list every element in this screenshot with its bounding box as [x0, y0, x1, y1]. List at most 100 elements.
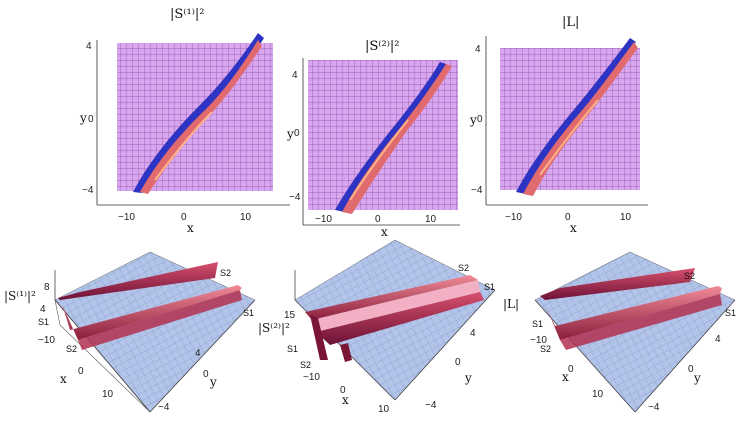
panel-3d-l: S2 S1 S1 S2 |L| −10 0 10 x 4 0 −4 y: [503, 251, 736, 413]
panel-3d-s2: S2 S1 S1 S2 |S⁽²⁾|² 15 −10 0 10 x 4 0 −4…: [258, 239, 496, 415]
y-tick: −4: [648, 402, 660, 413]
y-axis-label: y: [464, 371, 472, 385]
y-tick: 0: [477, 114, 483, 125]
soliton-label: S1: [38, 317, 49, 327]
x-tick: 10: [620, 212, 632, 223]
z-axis-label: |S⁽²⁾|²: [258, 321, 290, 335]
y-axis-label: y: [469, 113, 477, 127]
y-tick: 4: [292, 70, 298, 81]
soliton-label: S2: [540, 344, 551, 354]
y-axis-label: y: [79, 111, 87, 125]
x-axis: [534, 299, 636, 413]
x-tick: 10: [378, 404, 390, 415]
panel-2d-s1: |S⁽¹⁾|² y 4 0 −4 −10 0 10 x: [79, 7, 290, 235]
soliton-ridge-s2-face: [312, 280, 480, 332]
x-tick: 10: [592, 389, 604, 400]
z-tick: 15: [284, 310, 296, 321]
soliton-label: S2: [66, 344, 77, 354]
x-tick: 0: [78, 366, 84, 377]
y-tick: −4: [82, 185, 94, 196]
ridge-end-wall: [310, 315, 328, 360]
soliton-label: S2: [458, 263, 469, 273]
interaction-core: [539, 99, 599, 176]
x-tick: 10: [425, 214, 437, 225]
interaction-core: [349, 119, 409, 201]
soliton-label: S1: [243, 308, 254, 318]
soliton-ridge-s1-face: [78, 290, 242, 350]
soliton-label: S1: [725, 308, 736, 318]
x-tick: −10: [315, 214, 332, 225]
x-tick: 0: [565, 212, 571, 223]
x-axis-label: x: [381, 225, 388, 239]
x-tick: 0: [340, 385, 346, 396]
x-tick: 10: [240, 212, 252, 223]
y-tick: 4: [715, 334, 721, 345]
z-axis-label: |L|: [503, 297, 519, 311]
soliton-ridge-s1-face: [560, 294, 722, 350]
y-tick: 4: [86, 41, 92, 52]
y-tick: 4: [470, 328, 476, 339]
soliton-label: S2: [300, 360, 311, 370]
y-tick: 0: [88, 114, 94, 125]
ridge-end-wall: [340, 343, 352, 362]
x-tick: −10: [118, 212, 135, 223]
panel-2d-l: |L| y 4 0 −4 −10 0 10 x: [469, 15, 648, 235]
y-tick: 4: [475, 44, 481, 55]
soliton-ridge-s1: [62, 285, 242, 340]
x-tick: −10: [530, 335, 547, 346]
soliton-ridge-s2: [305, 275, 478, 320]
y-tick: −4: [471, 185, 483, 196]
soliton-label: S2: [684, 271, 695, 281]
y-tick: −4: [289, 192, 301, 203]
y-axis: [634, 299, 736, 413]
z-tick: 4: [40, 304, 46, 315]
x-tick: 0: [181, 212, 187, 223]
soliton-label: S1: [287, 344, 298, 354]
y-axis: [149, 299, 256, 413]
x-tick: 0: [375, 214, 381, 225]
panel-3d-s1: S2 S1 S1 S2 |S⁽¹⁾|² 8 4 −10 0 10 x 4 0 −…: [4, 251, 256, 413]
soliton-ridge-s1: [335, 62, 446, 212]
soliton-ridge-s2: [540, 268, 695, 300]
panel-title: |S⁽¹⁾|²: [170, 7, 204, 22]
y-tick: 0: [203, 369, 209, 380]
panel-title: |S⁽²⁾|²: [365, 39, 399, 54]
panel-title: |L|: [562, 15, 579, 30]
soliton-label: S1: [532, 319, 543, 329]
y-tick: 0: [688, 364, 694, 375]
x-axis-label: x: [562, 370, 569, 384]
z-axis-label: |S⁽¹⁾|²: [4, 289, 36, 303]
y-axis-label: y: [693, 371, 701, 385]
soliton-ridge-s1: [516, 38, 636, 194]
z-tick: 8: [44, 282, 50, 293]
x-tick: 0: [568, 364, 574, 375]
soliton-label: S2: [220, 268, 231, 278]
soliton-ridge-s1: [545, 286, 722, 340]
x-axis-label: x: [187, 221, 194, 235]
y-tick: 0: [294, 128, 300, 139]
x-axis-label: x: [570, 221, 577, 235]
y-tick: −4: [158, 402, 170, 413]
x-axis-label: x: [60, 372, 67, 386]
y-tick: −4: [425, 400, 437, 411]
panel-2d-s2: |S⁽²⁾|² y 4 0 −4 −10 0 10 x: [286, 39, 460, 239]
soliton-label: S1: [484, 282, 495, 292]
y-axis-label: y: [286, 127, 294, 141]
x-axis: [54, 299, 151, 413]
x-tick: −10: [38, 335, 55, 346]
soliton-ridge-s1: [316, 292, 484, 345]
x-tick: −10: [505, 212, 522, 223]
soliton-ridge-s2: [58, 262, 218, 300]
y-axis: [394, 289, 496, 401]
soliton-ridge-s1: [133, 33, 264, 193]
interaction-core: [154, 111, 213, 181]
x-axis-label: x: [342, 393, 349, 407]
soliton-ridge-s2: [342, 64, 452, 214]
y-tick: 0: [455, 357, 461, 368]
y-axis-label: y: [209, 375, 217, 389]
x-tick: 10: [102, 389, 114, 400]
x-tick: −10: [303, 372, 320, 383]
soliton-ridge-s2: [140, 40, 262, 194]
y-tick: 4: [195, 348, 201, 359]
